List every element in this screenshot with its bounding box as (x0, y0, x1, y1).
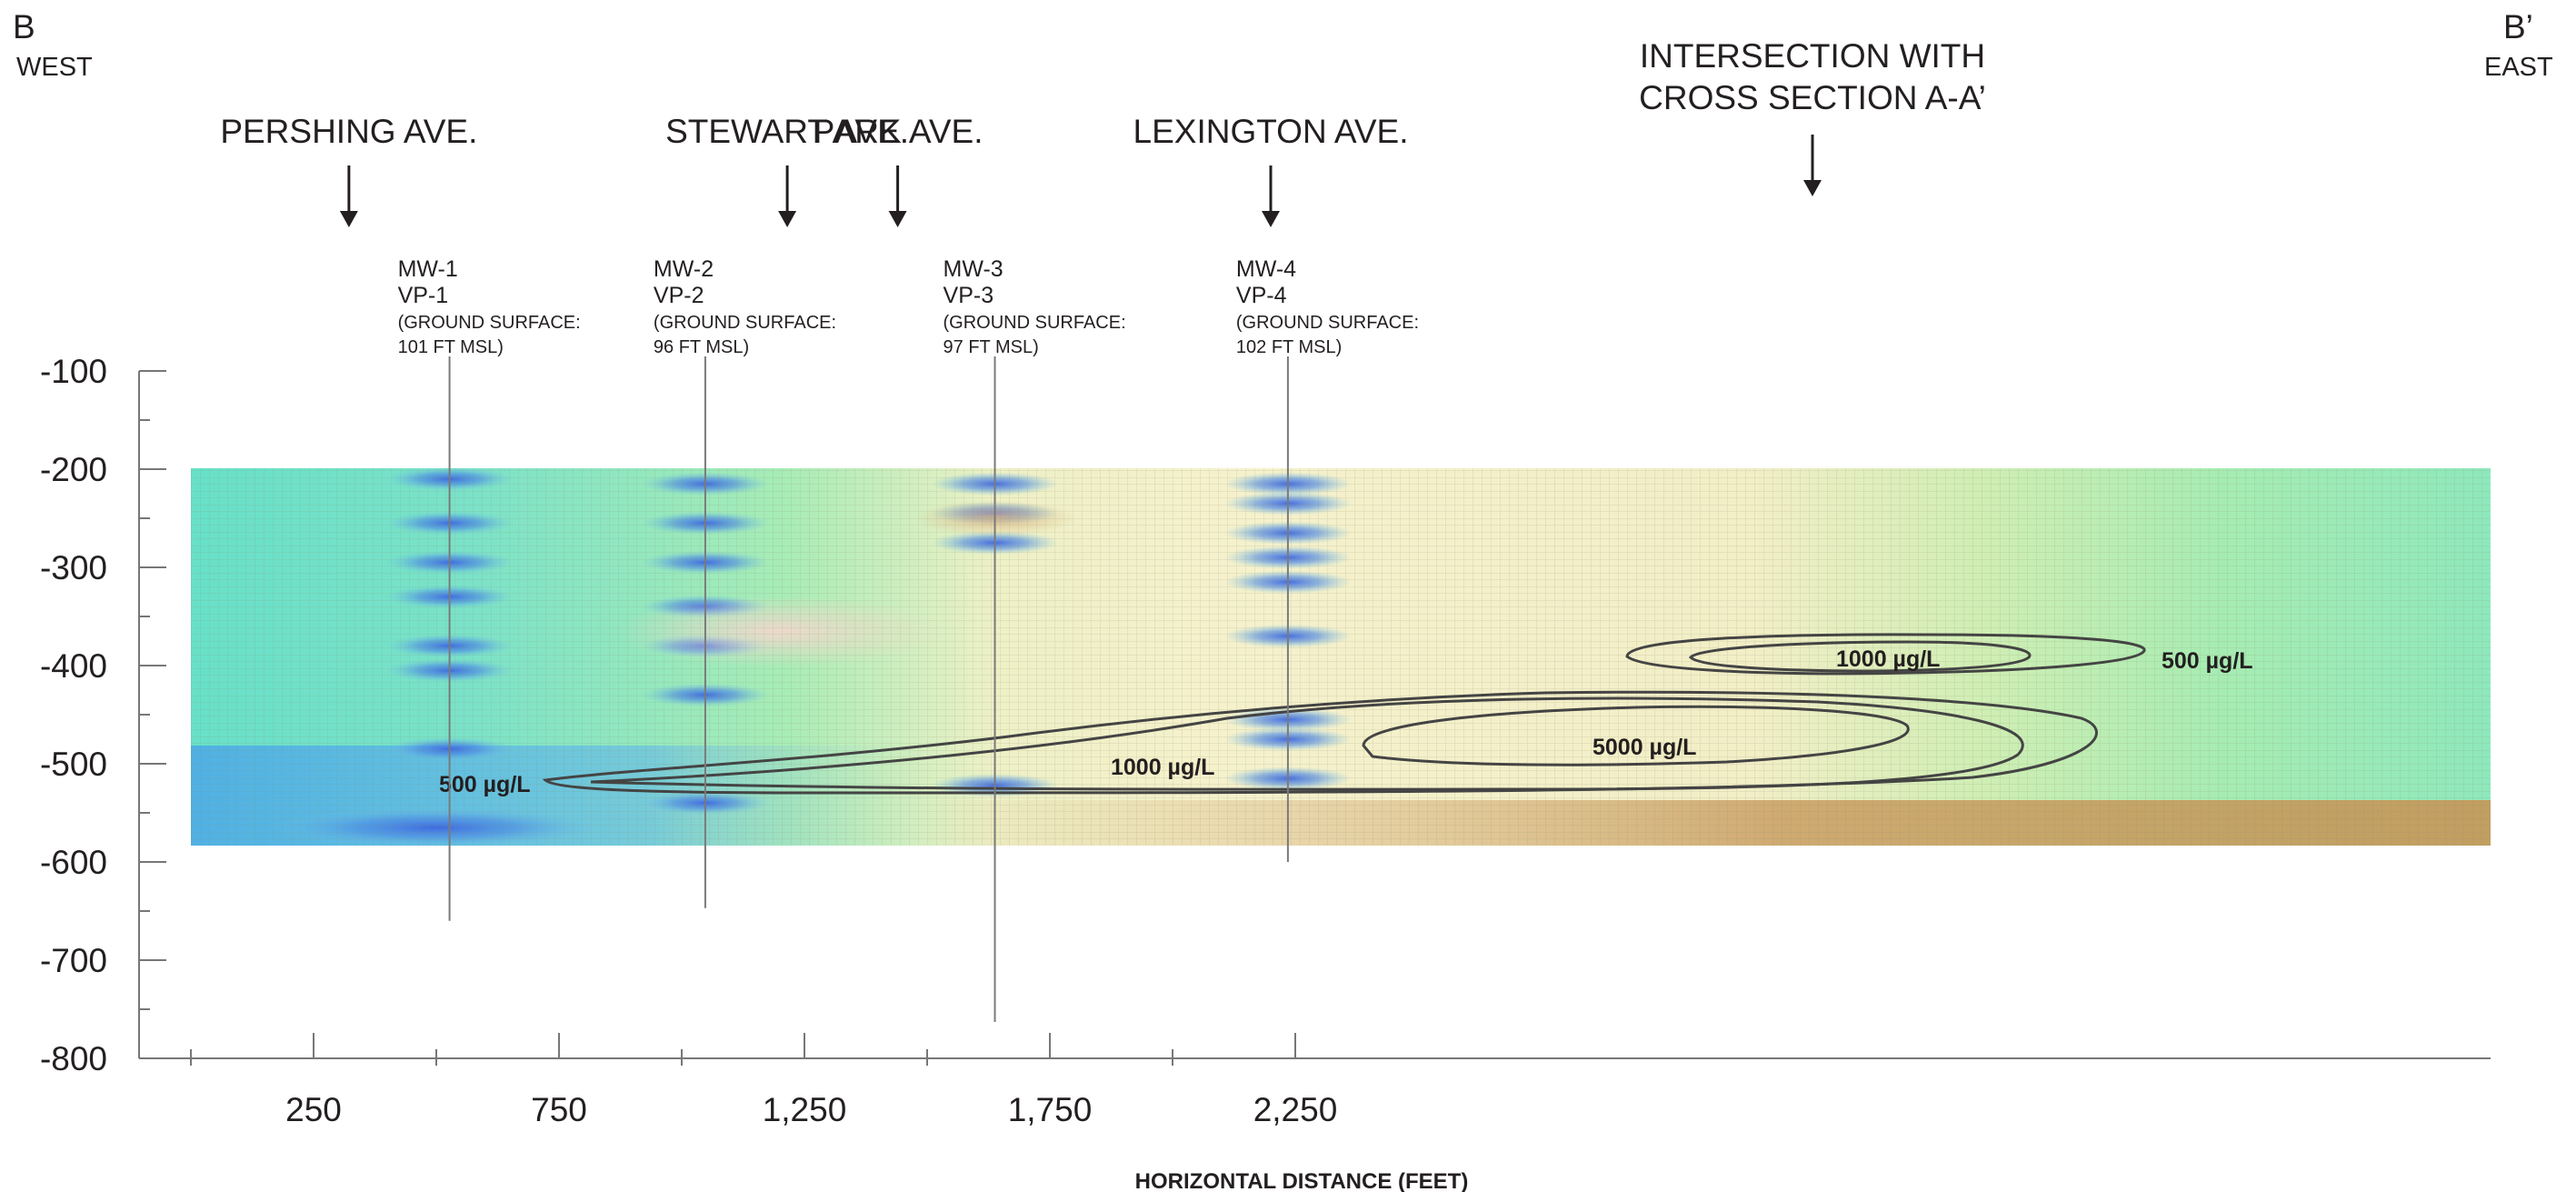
well-column: MW-2VP-2 (GROUND SURFACE: 96 FT MSL) (654, 256, 836, 908)
vapor-probe-id: VP-1 (398, 283, 449, 308)
street-label: LEXINGTON AVE. (1133, 113, 1409, 150)
vapor-probe-id: VP-4 (1236, 283, 1287, 308)
field-grid (191, 468, 2491, 846)
intersection-label-line1: INTERSECTION WITH (1640, 37, 1985, 75)
well-column: MW-1VP-1 (GROUND SURFACE: 101 FT MSL) (398, 256, 581, 921)
street-label: PERSHING AVE. (220, 113, 477, 150)
contour-label-500-west: 500 µg/L (439, 772, 531, 797)
vapor-probe-id: VP-2 (654, 283, 704, 308)
ground-surface-elevation: 96 FT MSL) (654, 337, 749, 357)
ground-surface-label: (GROUND SURFACE: (944, 313, 1126, 333)
ground-surface-elevation: 102 FT MSL) (1236, 337, 1342, 357)
y-tick-label: -800 (40, 1040, 107, 1077)
well-id: MW-2 (654, 256, 714, 282)
y-tick-label: -600 (40, 844, 107, 881)
street-marker: PARK AVE. (813, 113, 983, 227)
y-tick-label: -700 (40, 942, 107, 979)
contour-1000-upper (1688, 640, 2032, 673)
street-label: PARK AVE. (813, 113, 983, 150)
street-label: STEWART AVE. (665, 113, 909, 150)
axes: -100 -200 -300 -400 -500 -600 -700 -800 250 750 1,… (40, 353, 2491, 1128)
x-tick-label: 2,250 (1253, 1091, 1338, 1128)
street-markers: PERSHING AVE. STEWART AVE.PARK AVE. LEXING… (220, 113, 1408, 227)
section-east-label: EAST (2484, 53, 2553, 82)
vapor-probe-id: VP-3 (944, 283, 994, 308)
street-arrow-head (339, 211, 358, 227)
street-arrow-head (888, 211, 907, 227)
contour-label-1000-upper: 1000 µg/L (1836, 646, 1940, 672)
section-west-letter: B (13, 8, 35, 45)
x-tick-label: 1,250 (763, 1091, 847, 1128)
ground-surface-elevation: 101 FT MSL) (398, 337, 504, 357)
contour-5000-core (1362, 705, 1910, 766)
well-id: MW-3 (944, 256, 1003, 282)
y-tick-label: -500 (40, 746, 107, 783)
well-id: MW-1 (398, 256, 458, 282)
intersection-arrow (1803, 135, 1822, 196)
well-id: MW-4 (1236, 256, 1296, 282)
ground-surface-label: (GROUND SURFACE: (398, 313, 581, 333)
section-east-letter: B’ (2503, 8, 2533, 45)
concentration-field (191, 466, 2491, 848)
x-axis-title: HORIZONTAL DISTANCE (FEET) (1135, 1169, 1469, 1192)
well-columns: MW-1VP-1(GROUND SURFACE:101 FT MSL)MW-2V… (398, 256, 1419, 1023)
street-marker: LEXINGTON AVE. (1133, 113, 1409, 227)
section-west-label: WEST (16, 53, 93, 82)
contour-500-upper (1625, 633, 2146, 676)
street-arrow-head (778, 211, 797, 227)
ground-surface-label: (GROUND SURFACE: (1236, 313, 1419, 333)
contour-label-500-east: 500 µg/L (2162, 648, 2253, 674)
ground-surface-label: (GROUND SURFACE: (654, 313, 836, 333)
well-column: MW-4VP-4 (GROUND SURFACE: 102 FT MSL) (1236, 256, 1419, 862)
y-tick-label: -300 (40, 549, 107, 586)
well-column: MW-3VP-3 (GROUND SURFACE: 97 FT MSL) (944, 256, 1126, 1023)
x-tick-label: 1,750 (1008, 1091, 1093, 1128)
contour-1000-mid (590, 696, 2024, 791)
contour-label-5000-core: 5000 µg/L (1593, 735, 1696, 760)
y-tick-label: -400 (40, 647, 107, 685)
street-arrow-head (1262, 211, 1280, 227)
ground-surface-elevation: 97 FT MSL) (944, 337, 1039, 357)
x-tick-label: 250 (285, 1091, 342, 1128)
street-marker: PERSHING AVE. (220, 113, 477, 227)
x-tick-label: 750 (531, 1091, 587, 1128)
y-tick-label: -100 (40, 353, 107, 390)
street-marker: STEWART AVE. (665, 113, 909, 227)
contour-label-1000-mid: 1000 µg/L (1111, 755, 1214, 780)
intersection-label-line2: CROSS SECTION A-A’ (1639, 79, 1986, 116)
y-tick-label: -200 (40, 451, 107, 488)
